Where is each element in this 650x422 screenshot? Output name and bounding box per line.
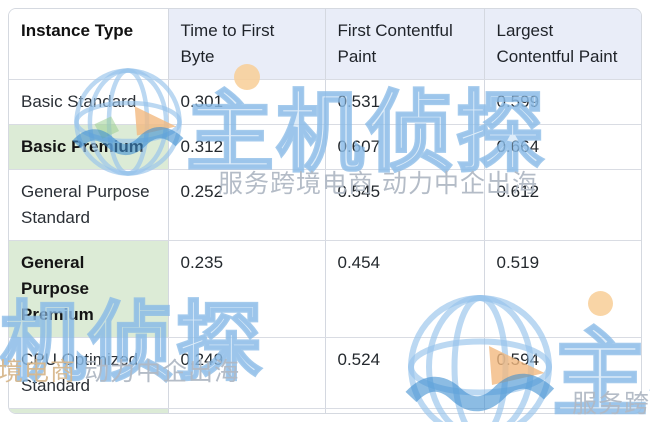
ttfb-cell: 0.248: [168, 408, 326, 413]
lcp-cell: 0.599: [484, 79, 641, 125]
lcp-cell: 0.664: [484, 124, 641, 170]
lcp-cell: 0.519: [484, 240, 641, 338]
instance-type-cell: Basic Standard: [9, 79, 169, 125]
ttfb-cell: 0.235: [168, 240, 326, 338]
fcp-cell: 0.545: [325, 169, 485, 241]
table-row: CPU Optimized Premium 0.248 0.523 0.588: [9, 408, 641, 414]
instance-type-cell: CPU Optimized Standard: [9, 337, 169, 409]
ttfb-cell: 0.249: [168, 337, 326, 409]
ttfb-cell: 0.252: [168, 169, 326, 241]
lcp-cell: 0.612: [484, 169, 641, 241]
fcp-cell: 0.607: [325, 124, 485, 170]
table-header-row: Instance Type Time to First Byte First C…: [9, 9, 641, 80]
performance-table-container: Instance Type Time to First Byte First C…: [8, 8, 642, 414]
fcp-cell: 0.531: [325, 79, 485, 125]
table-row: General Purpose Premium 0.235 0.454 0.51…: [9, 240, 641, 338]
table-row: Basic Premium 0.312 0.607 0.664: [9, 124, 641, 170]
instance-type-cell: CPU Optimized Premium: [9, 408, 169, 413]
instance-type-cell: General Purpose Premium: [9, 240, 169, 338]
instance-type-cell: General Purpose Standard: [9, 169, 169, 241]
table-row: General Purpose Standard 0.252 0.545 0.6…: [9, 169, 641, 241]
ttfb-cell: 0.312: [168, 124, 326, 170]
ttfb-cell: 0.301: [168, 79, 326, 125]
fcp-cell: 0.523: [325, 408, 485, 413]
instance-type-cell: Basic Premium: [9, 124, 169, 170]
column-header-ttfb: Time to First Byte: [168, 9, 326, 80]
fcp-cell: 0.524: [325, 337, 485, 409]
lcp-cell: 0.588: [484, 409, 641, 414]
table-row: CPU Optimized Standard 0.249 0.524 0.594: [9, 337, 641, 409]
performance-table: Instance Type Time to First Byte First C…: [9, 9, 641, 414]
column-header-fcp: First Contentful Paint: [325, 9, 485, 80]
fcp-cell: 0.454: [325, 240, 485, 338]
column-header-lcp: Largest Contentful Paint: [484, 9, 641, 80]
table-row: Basic Standard 0.301 0.531 0.599: [9, 79, 641, 125]
lcp-cell: 0.594: [484, 337, 641, 409]
column-header-instance-type: Instance Type: [9, 9, 169, 80]
